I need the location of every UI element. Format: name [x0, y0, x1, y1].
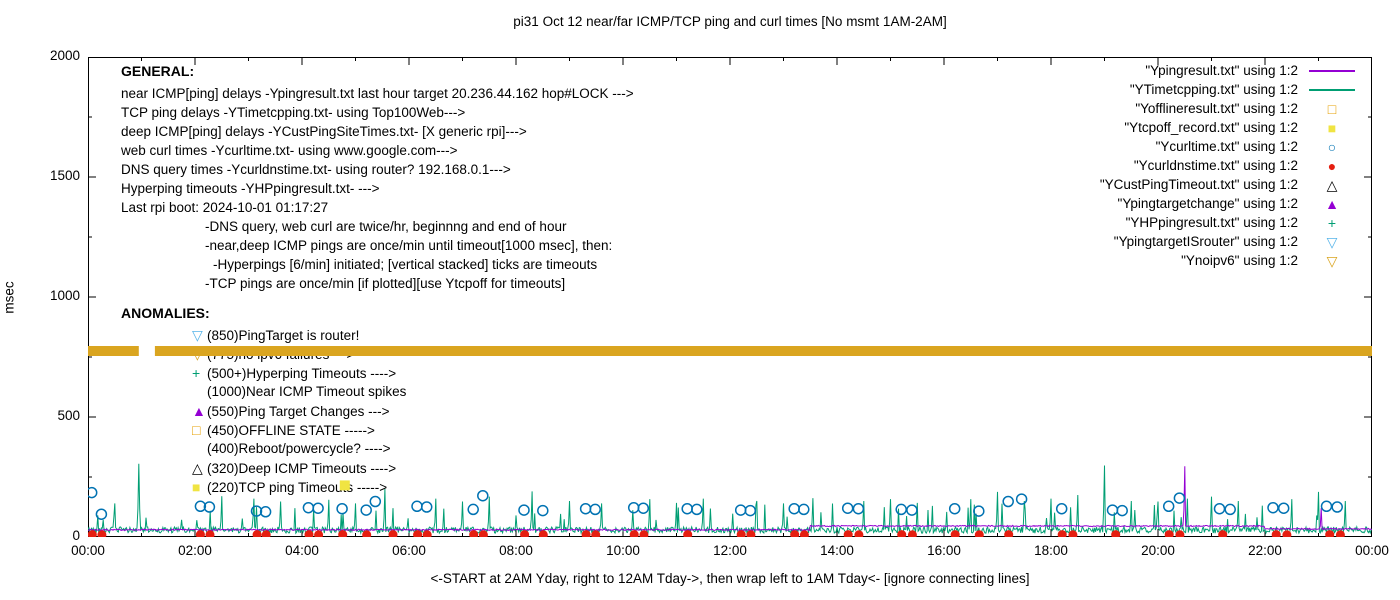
anomaly-line: ▲(550)Ping Target Changes --->: [192, 403, 389, 419]
anomaly-line: △ (320)Deep ICMP Timeouts ---->: [192, 460, 396, 477]
chart-title: pi31 Oct 12 near/far ICMP/TCP ping and c…: [513, 14, 947, 29]
general-heading: GENERAL:: [121, 63, 195, 79]
line-sample-icon: [1304, 88, 1360, 91]
x-tick-label: 20:00: [1141, 543, 1175, 558]
legend-label: "YTimetcpping.txt" using 1:2: [1129, 82, 1298, 97]
legend-label: "Ycurltime.txt" using 1:2: [1155, 139, 1298, 154]
square-filled-icon: ■: [192, 479, 201, 495]
x-tick-label: 14:00: [820, 543, 854, 558]
x-tick-label: 00:00: [71, 543, 105, 558]
legend-item: "YCustPingTimeout.txt" using 1:2 △: [1100, 175, 1360, 194]
square-filled-icon: ■: [1327, 119, 1337, 136]
legend-label: "Ytcpoff_record.txt" using 1:2: [1124, 120, 1298, 135]
general-line: DNS query times -Ycurldnstime.txt- using…: [121, 162, 511, 177]
x-tick-label: 18:00: [1034, 543, 1068, 558]
y-tick-label: 1000: [49, 288, 80, 303]
anomaly-line: (1000)Near ICMP Timeout spikes: [192, 384, 406, 399]
general-line: -TCP pings are once/min [if plotted][use…: [205, 276, 566, 291]
y-axis-label: msec: [1, 281, 17, 314]
x-tick-label: 04:00: [285, 543, 319, 558]
anomaly-line: ▽ (775)no ipv6 failures --->: [192, 346, 354, 363]
legend-label: "Ycurldnstime.txt" using 1:2: [1133, 158, 1298, 173]
anomaly-line: ▽ (850)PingTarget is router!: [192, 327, 359, 344]
y-tick-label: 2000: [49, 48, 80, 63]
general-line: Hyperping timeouts -YHPpingresult.txt- -…: [121, 181, 380, 196]
triangle-open-icon: △: [1326, 176, 1338, 193]
anomaly-text: (550)Ping Target Changes --->: [207, 404, 390, 419]
triangle-filled-icon: ▲: [192, 403, 206, 419]
anomaly-line: ■ (220)TCP ping Timeouts ----->: [192, 479, 387, 495]
anomaly-text: (500+)Hyperping Timeouts ---->: [207, 366, 397, 381]
legend-label: "Yofflineresult.txt" using 1:2: [1135, 101, 1298, 116]
anomaly-text: (1000)Near ICMP Timeout spikes: [207, 384, 407, 399]
x-tick-label: 02:00: [178, 543, 212, 558]
x-tick-label: 16:00: [927, 543, 961, 558]
legend-label: "Ypingresult.txt" using 1:2: [1145, 63, 1298, 78]
anomalies-heading: ANOMALIES:: [121, 305, 210, 321]
general-line: -near,deep ICMP pings are once/min until…: [205, 238, 613, 253]
legend-label: "YHPpingresult.txt" using 1:2: [1125, 215, 1298, 230]
anomaly-text: (220)TCP ping Timeouts ----->: [207, 480, 388, 495]
general-line: Last rpi boot: 2024-10-01 01:17:27: [121, 200, 329, 215]
triangle-open-icon: △: [192, 460, 203, 476]
legend-label: "YCustPingTimeout.txt" using 1:2: [1099, 177, 1298, 192]
circle-open-icon: ○: [1327, 138, 1337, 155]
legend-item: "Ypingresult.txt" using 1:2: [1100, 61, 1360, 80]
general-line: deep ICMP[ping] delays -YCustPingSiteTim…: [121, 124, 527, 139]
plot-area: GENERAL: near ICMP[ping] delays -Ypingres…: [88, 57, 1372, 537]
plus-icon: +: [1327, 214, 1337, 231]
y-tick-label: 500: [57, 408, 80, 423]
line-sample-icon: [1304, 69, 1360, 72]
legend-item: "YTimetcpping.txt" using 1:2: [1100, 80, 1360, 99]
anomaly-line: (400)Reboot/powercycle? ---->: [192, 441, 390, 456]
legend-label: "Ypingtargetchange" using 1:2: [1117, 196, 1298, 211]
triangle-filled-icon: ▲: [1325, 195, 1339, 212]
triangle-down-open-icon: ▽: [192, 346, 203, 362]
general-line: -Hyperpings [6/min] initiated; [vertical…: [213, 257, 598, 272]
x-tick-label: 08:00: [499, 543, 533, 558]
legend: "Ypingresult.txt" using 1:2 "YTimetcpping…: [1100, 61, 1360, 270]
circle-filled-icon: ●: [1327, 157, 1337, 174]
square-open-icon: □: [192, 422, 201, 438]
legend-label: "YpingtargetISrouter" using 1:2: [1113, 234, 1298, 249]
legend-item: "Yofflineresult.txt" using 1:2 □: [1100, 99, 1360, 118]
x-tick-label: 06:00: [392, 543, 426, 558]
legend-item: "Ynoipv6" using 1:2 ▽: [1100, 251, 1360, 270]
general-line: near ICMP[ping] delays -Ypingresult.txt …: [121, 86, 634, 101]
y-tick-label: 0: [72, 528, 80, 543]
anomaly-line: □ (450)OFFLINE STATE ----->: [192, 422, 375, 438]
y-tick-label: 1500: [49, 168, 80, 183]
triangle-down-open-icon: ▽: [1326, 233, 1338, 250]
general-line: -DNS query, web curl are twice/hr, begin…: [205, 219, 567, 234]
anomaly-line: + (500+)Hyperping Timeouts ---->: [192, 365, 396, 381]
legend-item: "Ycurltime.txt" using 1:2 ○: [1100, 137, 1360, 156]
legend-item: "YpingtargetISrouter" using 1:2 ▽: [1100, 232, 1360, 251]
legend-item: "Ycurldnstime.txt" using 1:2 ●: [1100, 156, 1360, 175]
anomaly-text: (400)Reboot/powercycle? ---->: [207, 441, 391, 456]
triangle-down-open-icon: ▽: [192, 327, 203, 343]
x-tick-label: 10:00: [606, 543, 640, 558]
anomaly-text: (775)no ipv6 failures --->: [207, 347, 355, 362]
legend-label: "Ynoipv6" using 1:2: [1181, 253, 1298, 268]
triangle-down-open-icon: ▽: [1326, 252, 1338, 269]
legend-item: "Ypingtargetchange" using 1:2 ▲: [1100, 194, 1360, 213]
x-tick-label: 12:00: [713, 543, 747, 558]
general-line: web curl times -Ycurltime.txt- using www…: [121, 143, 458, 158]
anomaly-text: (450)OFFLINE STATE ----->: [207, 423, 375, 438]
legend-item: "Ytcpoff_record.txt" using 1:2 ■: [1100, 118, 1360, 137]
square-open-icon: □: [1327, 100, 1337, 117]
x-axis-label: <-START at 2AM Yday, right to 12AM Tday-…: [430, 571, 1030, 586]
x-tick-label: 00:00: [1355, 543, 1389, 558]
anomaly-text: (850)PingTarget is router!: [207, 328, 360, 343]
x-tick-label: 22:00: [1248, 543, 1282, 558]
anomaly-text: (320)Deep ICMP Timeouts ---->: [207, 461, 397, 476]
general-line: TCP ping delays -YTimetcpping.txt- using…: [121, 105, 466, 120]
legend-item: "YHPpingresult.txt" using 1:2 +: [1100, 213, 1360, 232]
plus-icon: +: [192, 365, 201, 381]
